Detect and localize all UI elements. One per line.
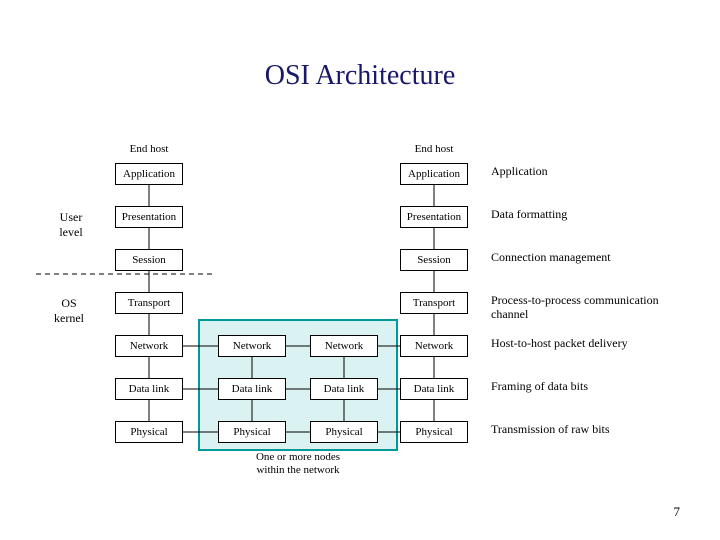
layer-box: Application [400,163,468,185]
layer-description: Host-to-host packet delivery [491,337,661,351]
side-label-user-level: User level [46,210,96,240]
layer-box: Physical [218,421,286,443]
layer-description: Framing of data bits [491,380,661,394]
layer-box: Network [310,335,378,357]
layer-box: Data link [400,378,468,400]
layer-description: Process-to-process communication channel [491,294,661,322]
layer-box: Transport [115,292,183,314]
layer-box: Presentation [115,206,183,228]
layer-description: Connection management [491,251,661,265]
col-header-3: End host [400,143,468,155]
page-number: 7 [674,504,681,520]
layer-box: Network [400,335,468,357]
side-label-os-kernel: OS kernel [44,296,94,326]
layer-description: Application [491,165,661,179]
page-title: OSI Architecture [0,60,720,92]
layer-description: Data formatting [491,208,661,222]
layer-box: Physical [115,421,183,443]
layer-box: Network [218,335,286,357]
layer-box: Session [115,249,183,271]
layer-box: Network [115,335,183,357]
layer-box: Session [400,249,468,271]
col-header-0: End host [115,143,183,155]
layer-box: Physical [400,421,468,443]
layer-box: Presentation [400,206,468,228]
layer-box: Transport [400,292,468,314]
layer-box: Physical [310,421,378,443]
layer-box: Data link [115,378,183,400]
layer-box: Application [115,163,183,185]
middle-caption: One or more nodes within the network [218,451,378,476]
layer-box: Data link [310,378,378,400]
layer-description: Transmission of raw bits [491,423,661,437]
layer-box: Data link [218,378,286,400]
